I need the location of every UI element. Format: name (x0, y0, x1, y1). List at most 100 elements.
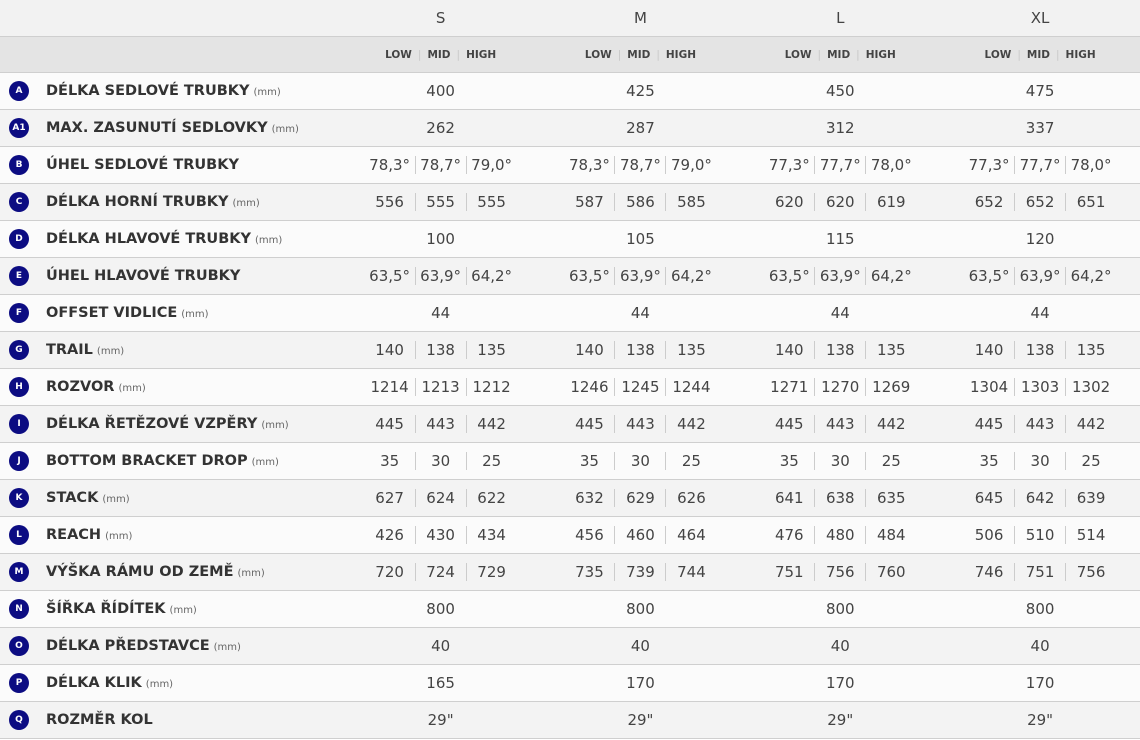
separator (465, 563, 467, 581)
separator (1065, 452, 1067, 470)
value-triplet: 627 624 622 (365, 489, 517, 507)
size-value-cell: 40 (341, 628, 541, 664)
value: 312 (825, 119, 855, 137)
separator (414, 452, 416, 470)
separator (414, 415, 416, 433)
size-header: XL (1030, 9, 1050, 27)
separator (665, 156, 667, 174)
size-value-cell: 140 138 135 (541, 332, 741, 368)
separator (865, 563, 867, 581)
separator (614, 415, 616, 433)
table-row: E ÚHEL HLAVOVÉ TRUBKY 63,5° 63,9° 64,2° 63,5°… (0, 258, 1140, 295)
size-value-cell: 425 (541, 73, 741, 109)
value: 555 (477, 193, 506, 211)
value-triplet: 77,3° 77,7° 78,0° (764, 156, 916, 174)
value-triplet: 445 443 442 (365, 415, 517, 433)
separator (665, 489, 667, 507)
size-value-cell: 29" (541, 702, 741, 738)
row-label: L REACH (mm) (0, 517, 341, 553)
position-labels-group: LOW | MID | HIGH (779, 49, 902, 61)
value: 430 (426, 526, 455, 544)
separator (814, 563, 816, 581)
size-value-cell: 35 30 25 (341, 443, 541, 479)
size-value-cell: 627 624 622 (341, 480, 541, 516)
row-label: D DÉLKA HLAVOVÉ TRUBKY (mm) (0, 221, 341, 257)
separator: | (417, 48, 422, 61)
value: 35 (779, 452, 799, 470)
value-triplet: 1304 1303 1302 (964, 378, 1116, 396)
dimension-label: VÝŠKA RÁMU OD ZEMĚ (46, 564, 234, 580)
separator: | (1017, 48, 1021, 61)
size-value-cell: 29" (740, 702, 940, 738)
size-value-cell: 506 510 514 (940, 517, 1140, 553)
position-label: MID (627, 48, 651, 61)
value: 120 (1025, 230, 1055, 248)
value: 425 (626, 82, 655, 100)
value: 138 (426, 341, 455, 359)
separator (614, 489, 616, 507)
value-triplet: 445 443 442 (564, 415, 716, 433)
separator: | (456, 48, 461, 61)
value: 652 (974, 193, 1004, 211)
separator (865, 489, 867, 507)
separator (614, 193, 616, 211)
size-value-cell: 641 638 635 (740, 480, 940, 516)
separator (1065, 193, 1067, 211)
value: 632 (575, 489, 604, 507)
position-label: MID (827, 48, 851, 61)
separator (465, 452, 467, 470)
value: 585 (677, 193, 706, 211)
dimension-badge-icon: C (9, 192, 29, 212)
size-value-cell: 800 (341, 591, 541, 627)
value: 586 (626, 193, 655, 211)
size-value-cell: 29" (940, 702, 1140, 738)
value: 63,5° (568, 267, 610, 285)
position-labels: LOW | MID | HIGH (341, 37, 541, 72)
value-triplet: 445 443 442 (764, 415, 916, 433)
separator (1014, 415, 1016, 433)
value: 79,0° (670, 156, 712, 174)
value-triplet: 140 138 135 (764, 341, 916, 359)
unit-label: (mm) (145, 679, 174, 690)
value: 800 (825, 600, 855, 618)
value-triplet: 476 480 484 (764, 526, 916, 544)
size-value-cell: 40 (541, 628, 741, 664)
table-row: N ŠÍŘKA ŘÍDÍTEK (mm) 800 800 800 800 (0, 591, 1140, 628)
separator (1014, 452, 1016, 470)
table-row: Q ROZMĚR KOL 29" 29" 29" 29" (0, 702, 1140, 739)
dimension-badge-icon: O (9, 636, 29, 656)
value: 456 (575, 526, 604, 544)
separator (665, 378, 667, 396)
separator (814, 193, 816, 211)
size-value-cell: 746 751 756 (940, 554, 1140, 590)
position-label: HIGH (865, 48, 896, 61)
value: 445 (974, 415, 1004, 433)
dimension-badge-icon: F (9, 303, 29, 323)
table-row: O DÉLKA PŘEDSTAVCE (mm) 40 40 40 40 (0, 628, 1140, 665)
value: 442 (477, 415, 506, 433)
row-label: O DÉLKA PŘEDSTAVCE (mm) (0, 628, 341, 664)
unit-label: (mm) (118, 383, 146, 394)
value: 622 (477, 489, 506, 507)
value: 287 (626, 119, 655, 137)
value: 170 (626, 674, 655, 692)
dimension-badge-icon: M (9, 562, 29, 582)
size-value-cell: 44 (740, 295, 940, 331)
separator (465, 526, 467, 544)
value: 1212 (472, 378, 511, 396)
value: 135 (876, 341, 906, 359)
value: 800 (1025, 600, 1055, 618)
value: 635 (876, 489, 906, 507)
value: 138 (825, 341, 855, 359)
value: 442 (876, 415, 906, 433)
value: 29" (427, 711, 454, 729)
dimension-label: DÉLKA HORNÍ TRUBKY (46, 194, 229, 210)
value: 619 (876, 193, 906, 211)
value: 262 (426, 119, 455, 137)
value: 556 (375, 193, 404, 211)
dimension-badge-icon: I (9, 414, 29, 434)
position-labels-group: LOW | MID | HIGH (579, 49, 702, 61)
separator (414, 267, 416, 285)
dimension-label: STACK (46, 490, 99, 506)
